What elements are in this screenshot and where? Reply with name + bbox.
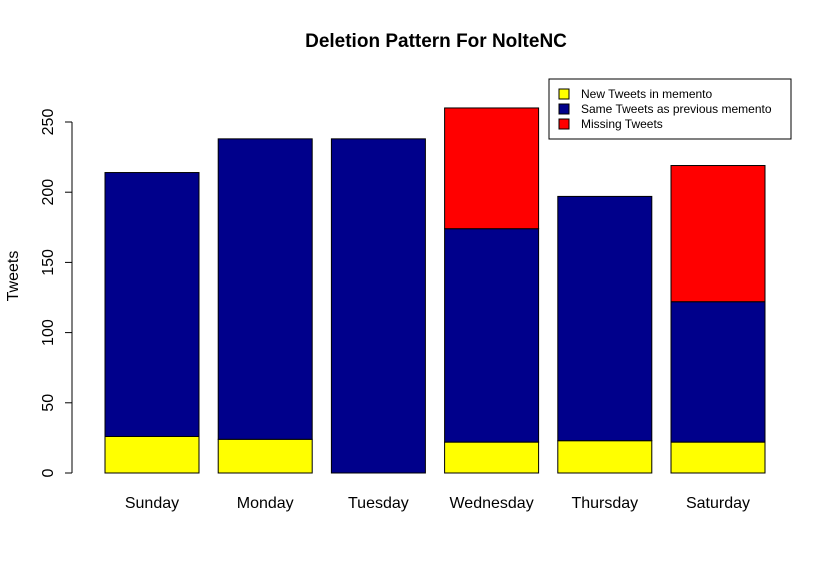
bar-segment-monday-series-1 — [217, 138, 313, 440]
bar-segment-wednesday-series-2 — [444, 107, 540, 230]
y-tick-label: 100 — [40, 319, 57, 346]
x-tick-label: Monday — [237, 495, 294, 512]
y-tick-label: 50 — [40, 394, 57, 412]
bar-segment-thursday-series-0 — [557, 440, 653, 474]
x-tick-label: Tuesday — [348, 495, 409, 512]
y-tick-label: 250 — [40, 109, 57, 136]
y-tick-label: 150 — [40, 249, 57, 276]
x-axis-labels: Sunday Monday Tuesday Wednesday Thursday Satu… — [125, 495, 750, 512]
x-tick-label: Sunday — [125, 495, 179, 512]
y-tick-label: 0 — [40, 468, 57, 477]
chart-title: Deletion Pattern For NolteNC — [305, 31, 567, 52]
x-tick-label: Saturday — [686, 495, 750, 512]
legend-swatch — [558, 118, 570, 130]
x-tick-label: Thursday — [571, 495, 638, 512]
legend-entry: Missing Tweets — [581, 117, 663, 131]
legend-entry: New Tweets in memento — [581, 87, 712, 101]
bar-segment-wednesday-series-0 — [444, 441, 540, 474]
y-axis: 0 50 100 150 200 250 — [40, 109, 73, 477]
y-tick-label: 200 — [40, 179, 57, 206]
legend-swatch — [558, 103, 570, 115]
legend-entry: Same Tweets as previous memento — [581, 102, 772, 116]
bar-segment-sunday-series-0 — [104, 435, 200, 474]
bar-segment-monday-series-0 — [217, 438, 313, 474]
legend-box — [548, 78, 792, 140]
x-tick-label: Wednesday — [449, 495, 533, 512]
legend-swatch — [558, 88, 570, 100]
bar-segment-wednesday-series-1 — [444, 228, 540, 443]
y-axis-label: Tweets — [5, 251, 22, 302]
bar-segment-saturday-series-1 — [670, 301, 766, 443]
bar-segment-tuesday-series-1 — [330, 138, 426, 474]
bar-segment-saturday-series-2 — [670, 165, 766, 303]
bar-segment-sunday-series-1 — [104, 172, 200, 437]
bar-segment-thursday-series-1 — [557, 195, 653, 442]
bar-segment-saturday-series-0 — [670, 441, 766, 474]
bars — [104, 107, 766, 474]
